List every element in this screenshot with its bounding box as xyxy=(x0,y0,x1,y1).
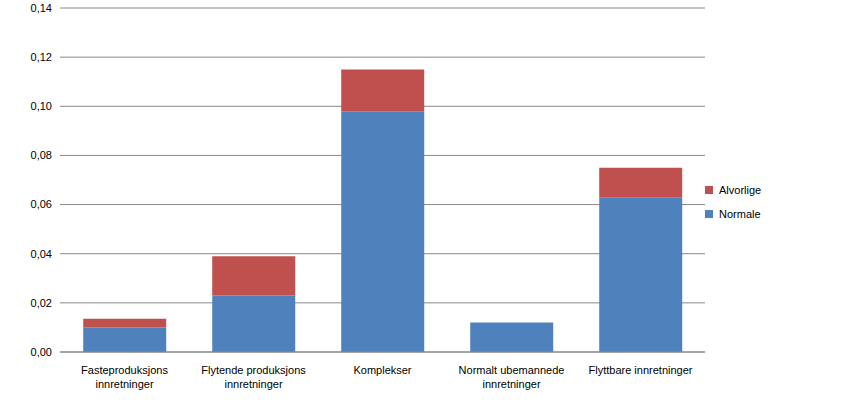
svg-text:Fasteproduksjonsinnretninger: Fasteproduksjonsinnretninger xyxy=(81,364,168,390)
html-text:Alvorlige: Alvorlige xyxy=(719,183,762,196)
html-text:Normale: Normale xyxy=(719,207,761,220)
svg-text:Flytende produksjonsinnretning: Flytende produksjonsinnretninger xyxy=(201,364,306,390)
svg-text:Normalt ubemannedeinnretninger: Normalt ubemannedeinnretninger xyxy=(459,364,565,390)
svg-text:0,12: 0,12 xyxy=(31,51,52,63)
svg-text:0,08: 0,08 xyxy=(31,149,52,161)
svg-text:0,14: 0,14 xyxy=(31,2,52,14)
svg-text:0,00: 0,00 xyxy=(31,346,52,358)
svg-text:Komplekser: Komplekser xyxy=(353,364,411,376)
svg-text:0,06: 0,06 xyxy=(31,198,52,210)
svg-text:0,02: 0,02 xyxy=(31,297,52,309)
svg-text:Flyttbare innretninger: Flyttbare innretninger xyxy=(589,364,693,376)
svg-text:0,04: 0,04 xyxy=(31,248,52,260)
svg-text:0,10: 0,10 xyxy=(31,100,52,112)
